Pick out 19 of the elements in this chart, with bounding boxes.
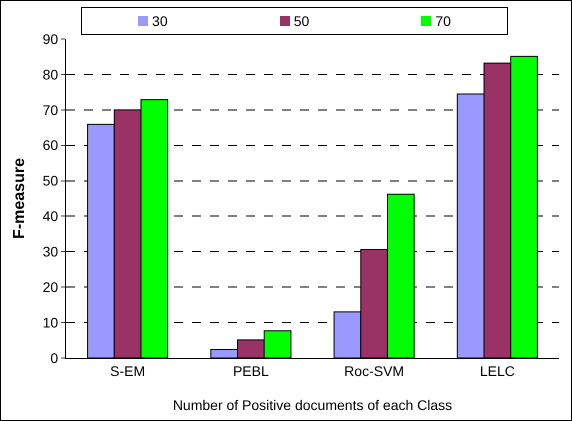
y-tick-label: 40 [42, 208, 58, 224]
legend-label: 50 [294, 13, 310, 29]
y-tick-label: 60 [42, 137, 58, 154]
y-axis-title: F-measure [11, 158, 28, 239]
y-tick-label: 30 [42, 244, 58, 260]
x-tick-label: Roc-SVM [344, 362, 404, 379]
y-tick-label: 0 [50, 350, 58, 366]
y-tick-label: 80 [42, 66, 58, 82]
x-tick-label: S-EM [110, 362, 146, 379]
x-tick-label: LELC [480, 362, 515, 379]
legend-label: 30 [152, 13, 168, 29]
y-tick-label: 50 [42, 172, 58, 189]
x-axis-title: Number of Positive documents of each Class [172, 397, 452, 413]
y-tick-label: 10 [42, 314, 58, 330]
y-tick-label: 20 [42, 279, 58, 296]
legend-label: 70 [435, 13, 451, 29]
y-tick-label: 90 [42, 30, 58, 47]
y-tick-label: 70 [42, 102, 58, 118]
x-tick-label: PEBL [232, 362, 269, 379]
